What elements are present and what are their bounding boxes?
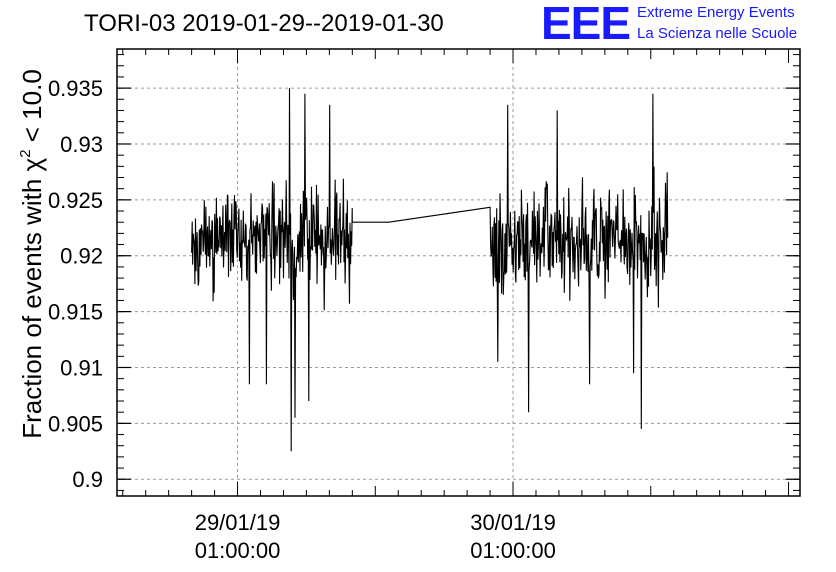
- y-tick-label: 0.92: [60, 244, 103, 269]
- y-axis-title: Fraction of events with χ2 < 10.0: [17, 69, 47, 439]
- x-tick-label: 30/01/19: [470, 510, 556, 535]
- y-axis-title-superscript: 2: [17, 149, 34, 157]
- logo-tagline-2: La Scienza nelle Scuole: [637, 25, 798, 42]
- chart-title: TORI-03 2019-01-29--2019-01-30: [84, 10, 444, 37]
- y-tick-label: 0.925: [48, 188, 103, 213]
- eee-logo-mark: EEE: [541, 0, 631, 49]
- series-line: [191, 88, 669, 452]
- y-tick-label: 0.915: [48, 300, 103, 325]
- y-tick-label: 0.91: [60, 355, 103, 380]
- eee-logo: EEE Extreme Energy Events La Scienza nel…: [541, 0, 836, 49]
- y-tick-label: 0.9: [72, 467, 103, 492]
- y-tick-label: 0.93: [60, 132, 103, 157]
- y-axis-title-prefix: Fraction of events with: [17, 171, 47, 438]
- y-axis-title-symbol: χ: [17, 157, 47, 171]
- axis-ticks: [117, 49, 800, 496]
- x-tick-label: 29/01/19: [195, 510, 281, 535]
- x-tick-label: 01:00:00: [470, 538, 556, 563]
- y-tick-label: 0.905: [48, 411, 103, 436]
- x-tick-label: 01:00:00: [195, 538, 281, 563]
- y-tick-label: 0.935: [48, 76, 103, 101]
- y-axis-title-suffix: < 10.0: [17, 69, 47, 149]
- plot-frame: [116, 48, 801, 497]
- y-tick-labels: 0.9 0.905 0.91 0.915 0.92 0.925 0.93 0.935: [48, 76, 103, 492]
- logo-tagline-1: Extreme Energy Events: [637, 4, 795, 21]
- x-tick-labels: 29/01/19 01:00:00 30/01/19 01:00:00: [195, 510, 556, 563]
- data-line: [191, 88, 669, 452]
- grid-lines: [117, 49, 800, 496]
